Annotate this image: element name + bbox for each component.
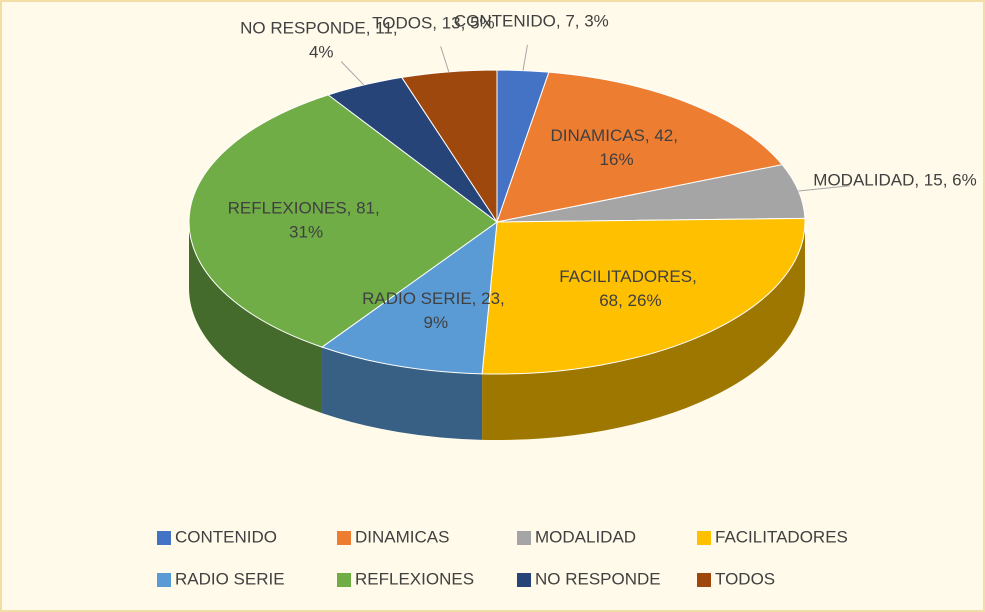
slice [400, 69, 498, 224]
legend-label: DINAMICAS [355, 527, 449, 546]
label-line: 4% [309, 43, 334, 62]
label-line: TODOS, 13, 5% [372, 13, 495, 32]
data-label: DINAMICAS, 42, 16% [550, 126, 682, 169]
legend-swatch [517, 573, 531, 587]
legend-swatch [697, 573, 711, 587]
slice [481, 217, 806, 375]
label-line: 16% [600, 150, 634, 169]
legend-swatch [337, 573, 351, 587]
data-label: MODALIDAD, 15, 6% [813, 171, 976, 190]
slice-side [322, 347, 483, 440]
legend-label: MODALIDAD [535, 527, 636, 546]
label-line: 9% [424, 313, 449, 332]
label-line: RADIO SERIE, 23, [362, 289, 509, 308]
legend-label: NO RESPONDE [535, 569, 661, 588]
data-label: TODOS, 13, 5% [372, 13, 495, 32]
slice [188, 94, 498, 348]
data-label: CONTENIDO, 7, 3% [454, 12, 609, 31]
legend-label: RADIO SERIE [175, 569, 285, 588]
slice [496, 71, 784, 223]
leader-line [798, 185, 850, 192]
label-line: 31% [289, 222, 323, 241]
label-line: DINAMICAS, 42, [550, 126, 682, 145]
data-label: REFLEXIONES, 81, 31% [228, 198, 385, 241]
legend-swatch [337, 531, 351, 545]
leader-line [440, 46, 450, 73]
data-label: RADIO SERIE, 23, 9% [362, 289, 509, 332]
legend-label: REFLEXIONES [355, 569, 474, 588]
legend-swatch [157, 573, 171, 587]
label-line: FACILITADORES, [559, 267, 701, 286]
label-line: 68, 26% [599, 291, 661, 310]
slice-side [189, 222, 323, 414]
label-line: NO RESPONDE, 11, [240, 19, 402, 38]
slice [320, 220, 498, 375]
leader-line [340, 61, 365, 86]
legend-swatch [517, 531, 531, 545]
legend-swatch [157, 531, 171, 545]
legend-label: CONTENIDO [175, 527, 277, 546]
slice-side [482, 222, 805, 440]
label-line: REFLEXIONES, 81, [228, 198, 385, 217]
label-line: MODALIDAD, 15, 6% [813, 171, 976, 190]
data-label: NO RESPONDE, 11, 4% [240, 19, 402, 62]
legend-label: TODOS [715, 569, 775, 588]
leader-line [522, 44, 528, 71]
legend-swatch [697, 531, 711, 545]
data-label: FACILITADORES, 68, 26% [559, 267, 701, 310]
legend-label: FACILITADORES [715, 527, 848, 546]
label-line: CONTENIDO, 7, 3% [454, 12, 609, 31]
